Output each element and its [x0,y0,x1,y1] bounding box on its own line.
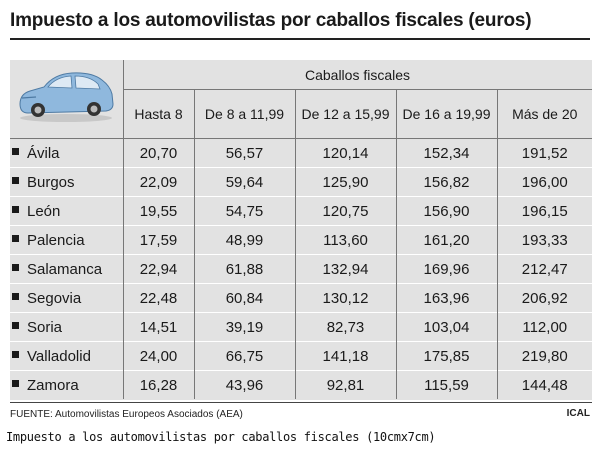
value-cell: 130,12 [294,283,396,313]
value-cell: 48,99 [193,225,295,255]
value-cell: 144,48 [496,370,592,399]
table-row: Segovia 22,48 60,84 130,12 163,96 206,92 [10,283,592,313]
image-caption: Impuesto a los automovilistas por caball… [6,430,436,444]
value-cell: 92,81 [294,370,396,399]
province-cell: Ávila [10,139,123,168]
province-cell: Burgos [10,167,123,197]
value-cell: 24,00 [122,341,194,371]
value-cell: 59,64 [193,167,295,197]
value-cell: 82,73 [294,312,396,342]
value-cell: 22,09 [122,167,194,197]
value-cell: 19,55 [122,196,194,226]
value-cell: 39,19 [193,312,295,342]
value-cell: 156,82 [395,167,497,197]
value-cell: 56,57 [193,138,295,168]
province-name: Segovia [27,289,82,307]
province-name: Soria [27,318,63,336]
value-cell: 120,75 [294,196,396,226]
table-panel: Caballos fiscales Hasta 8 De 8 a 11,99 D… [10,60,592,400]
value-cell: 175,85 [395,341,497,371]
value-cell: 16,28 [122,370,194,399]
column-group-header: Caballos fiscales [123,60,592,90]
value-cell: 169,96 [395,254,497,284]
column-header-row: Hasta 8 De 8 a 11,99 De 12 a 15,99 De 16… [10,90,592,139]
province-cell: Palencia [10,225,123,255]
province-name: Burgos [27,173,75,191]
table-row: Palencia 17,59 48,99 113,60 161,20 193,33 [10,225,592,255]
column-header: De 8 a 11,99 [193,90,295,139]
bullet-icon [12,148,19,156]
bullet-icon [12,177,19,185]
province-cell: Segovia [10,283,123,313]
bullet-icon [12,235,19,243]
province-cell: León [10,196,123,226]
province-cell: Soria [10,312,123,342]
province-name: León [27,202,61,220]
infographic-title: Impuesto a los automovilistas por caball… [10,10,590,40]
table-row: León 19,55 54,75 120,75 156,90 196,15 [10,196,592,226]
table-row: Ávila 20,70 56,57 120,14 152,34 191,52 [10,138,592,168]
province-name: Valladolid [27,347,91,365]
value-cell: 103,04 [395,312,497,342]
value-cell: 61,88 [193,254,295,284]
value-cell: 66,75 [193,341,295,371]
value-cell: 219,80 [496,341,592,371]
agency-credit: ICAL [566,408,590,419]
province-cell: Valladolid [10,341,123,371]
province-name: Salamanca [27,260,103,278]
column-header: Más de 20 [496,90,592,139]
table-row: Zamora 16,28 43,96 92,81 115,59 144,48 [10,370,592,399]
value-cell: 17,59 [122,225,194,255]
value-cell: 196,00 [496,167,592,197]
table-row: Valladolid 24,00 66,75 141,18 175,85 219,80 [10,341,592,371]
value-cell: 206,92 [496,283,592,313]
column-header: Hasta 8 [122,90,194,139]
value-cell: 212,47 [496,254,592,284]
bullet-icon [12,351,19,359]
value-cell: 193,33 [496,225,592,255]
value-cell: 125,90 [294,167,396,197]
value-cell: 163,96 [395,283,497,313]
tax-table: Hasta 8 De 8 a 11,99 De 12 a 15,99 De 16… [10,90,592,399]
province-name: Palencia [27,231,85,249]
value-cell: 20,70 [122,138,194,168]
value-cell: 22,94 [122,254,194,284]
car-icon [19,72,114,122]
column-header: De 16 a 19,99 [395,90,497,139]
column-header: De 12 a 15,99 [294,90,396,139]
bullet-icon [12,322,19,330]
value-cell: 161,20 [395,225,497,255]
value-cell: 191,52 [496,138,592,168]
value-cell: 54,75 [193,196,295,226]
value-cell: 113,60 [294,225,396,255]
table-row: Salamanca 22,94 61,88 132,94 169,96 212,47 [10,254,592,284]
footer-divider [10,402,592,403]
value-cell: 156,90 [395,196,497,226]
value-cell: 141,18 [294,341,396,371]
table-row: Burgos 22,09 59,64 125,90 156,82 196,00 [10,167,592,197]
value-cell: 196,15 [496,196,592,226]
bullet-icon [12,293,19,301]
table-row: Soria 14,51 39,19 82,73 103,04 112,00 [10,312,592,342]
value-cell: 120,14 [294,138,396,168]
value-cell: 60,84 [193,283,295,313]
province-name: Zamora [27,376,79,394]
province-cell: Zamora [10,370,123,399]
value-cell: 132,94 [294,254,396,284]
value-cell: 152,34 [395,138,497,168]
source-note: FUENTE: Automovilistas Europeos Asociado… [10,409,243,420]
bullet-icon [12,264,19,272]
value-cell: 14,51 [122,312,194,342]
value-cell: 22,48 [122,283,194,313]
value-cell: 115,59 [395,370,497,399]
value-cell: 43,96 [193,370,295,399]
province-name: Ávila [27,144,60,162]
value-cell: 112,00 [496,312,592,342]
bullet-icon [12,380,19,388]
bullet-icon [12,206,19,214]
province-cell: Salamanca [10,254,123,284]
